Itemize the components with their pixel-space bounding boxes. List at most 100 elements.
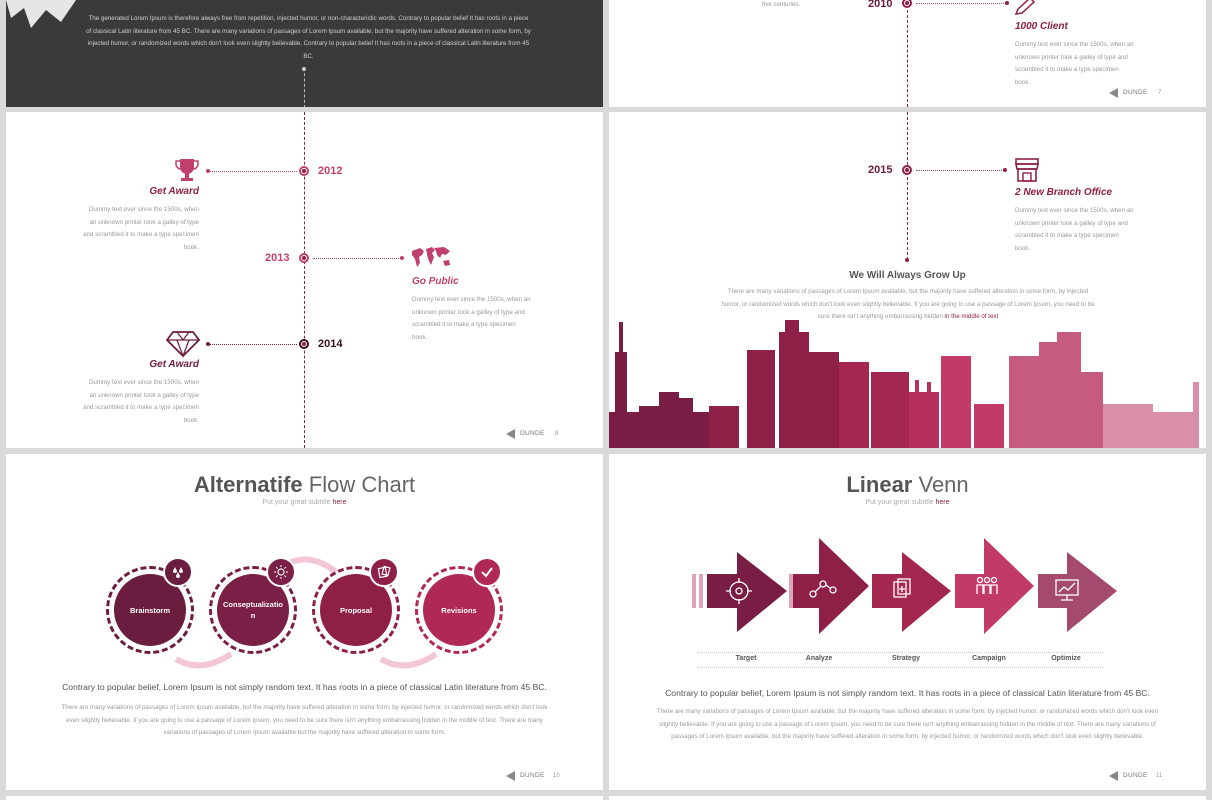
timeline-line [907, 10, 908, 107]
drops-icon [163, 557, 193, 587]
section-heading: We Will Always Grow Up [849, 270, 966, 281]
paragraph-text: There are many variations of passages of… [721, 288, 1095, 320]
body-paragraph: There are many variations of passages of… [656, 708, 1159, 740]
next-slide-edge-right [609, 796, 1206, 800]
title-bold: Linear [846, 472, 913, 497]
milestone-desc: Dummy text ever since the 1500s, when an… [83, 379, 199, 424]
milestone-desc: Dummy text ever since the 1500s, when an… [1015, 207, 1134, 252]
milestone-desc: Dummy text ever since the 1500s, when an… [1015, 41, 1134, 86]
sun-icon [266, 557, 296, 587]
connector-dot [400, 256, 404, 260]
fragment-text: five centuries. [762, 1, 801, 8]
year-label: 2014 [318, 338, 343, 350]
connector-dot [206, 342, 210, 346]
prev-arrow-icon[interactable] [506, 429, 515, 439]
timeline-end-dot [905, 258, 909, 262]
brand-label: DUNDE [1123, 89, 1148, 96]
timeline-end-dot [302, 67, 306, 71]
page-number: 10 [553, 773, 560, 779]
subtitle-link[interactable]: here [332, 499, 347, 506]
city-skyline-graphic [609, 320, 1199, 448]
connector-line [209, 344, 297, 345]
milestone-title: Get Award [149, 186, 199, 197]
timeline-node [299, 253, 309, 263]
page-number: 7 [1158, 90, 1162, 96]
body-paragraph: There are many variations of passages of… [61, 704, 548, 736]
timeline-node [902, 165, 912, 175]
flow-step-brainstorm[interactable]: Brainstorm [106, 557, 194, 654]
pencil-icon [1014, 0, 1036, 15]
subtitle-link[interactable]: here [935, 499, 950, 506]
check-icon [472, 557, 502, 587]
connector-line [916, 3, 1006, 4]
milestone-desc: Dummy text ever since the 1500s, when an… [412, 296, 531, 341]
page-number: 8 [555, 431, 559, 437]
lead-text: Contrary to popular belief, Lorem Ipsum … [62, 682, 547, 692]
slide-dark-intro[interactable]: The generated Lorem Ipsum is therefore a… [6, 0, 603, 107]
year-label: 2012 [318, 165, 343, 177]
timeline-node [299, 166, 309, 176]
flow-arrows-graphic [174, 556, 438, 669]
connector-dot [1005, 1, 1009, 5]
subtitle-text: Put your great subtitle [865, 499, 936, 506]
prev-arrow-icon[interactable] [1109, 771, 1118, 781]
slide-title: Alternatife Flow Chart [6, 472, 603, 498]
lead-text: Contrary to popular belief, Lorem Ipsum … [665, 688, 1150, 698]
next-slide-edge-left [6, 796, 603, 800]
diamond-icon [165, 331, 201, 358]
timeline-line [907, 112, 908, 260]
label-rule-bottom [697, 667, 1103, 668]
milestone-title: 1000 Client [1015, 21, 1068, 32]
title-bold: Alternatife [193, 472, 303, 497]
world-map-icon [412, 247, 450, 267]
slide-linear-venn[interactable]: Linear Venn Put your great subtitle here… [609, 454, 1206, 790]
brand-label: DUNDE [1123, 772, 1148, 779]
connector-line [916, 170, 1004, 171]
year-label: 2010 [868, 0, 893, 10]
milestone-title: Go Public [412, 276, 459, 287]
flow-step-proposal[interactable]: Proposal [312, 557, 400, 654]
slide-timeline-2012-2014[interactable]: Get Award Dummy text ever since the 1500… [6, 112, 603, 448]
year-label: 2013 [265, 252, 290, 264]
title-rest: Flow Chart [302, 472, 416, 497]
brand-label: DUNDE [520, 772, 545, 779]
milestone-title: 2 New Branch Office [1015, 187, 1113, 198]
milestone-title: Get Award [149, 359, 199, 370]
slide-flow-chart[interactable]: Alternatife Flow Chart Put your great su… [6, 454, 603, 790]
slide-subtitle: Put your great subtitle here [609, 499, 1206, 506]
venn-label-analyze: Analyze [805, 655, 833, 662]
cards-icon [369, 557, 399, 587]
timeline-line [304, 68, 305, 107]
connector-line [209, 171, 297, 172]
year-label: 2015 [868, 164, 893, 176]
subtitle-text: Put your great subtitle [262, 499, 333, 506]
venn-label-strategy: Strategy [891, 655, 920, 662]
slide-city-growth[interactable]: 2015 2 New Branch Office Dummy text ever… [609, 112, 1206, 448]
timeline-node [902, 0, 912, 8]
slide-title: Linear Venn [609, 472, 1206, 498]
venn-label-campaign: Campaign [972, 655, 1006, 662]
trophy-icon [175, 159, 199, 181]
section-paragraph: There are many variations of passages of… [719, 286, 1097, 324]
slide-subtitle: Put your great subtitle here [6, 499, 603, 506]
arrow-chain-graphic [692, 538, 1117, 634]
connector-dot [1003, 168, 1007, 172]
intro-paragraph: The generated Lorem Ipsum is therefore a… [86, 15, 531, 60]
label-rule-top [697, 652, 1103, 653]
brand-label: DUNDE [520, 430, 545, 437]
highlight-text: in the middle of text [944, 313, 999, 320]
prev-arrow-icon[interactable] [1109, 88, 1118, 98]
timeline-node [299, 339, 309, 349]
venn-label-optimize: Optimize [1051, 655, 1081, 662]
connector-line [313, 258, 401, 259]
page-number: 11 [1156, 773, 1163, 779]
flow-step-conseptualization[interactable]: Conseptualization [209, 557, 297, 654]
milestone-desc: Dummy text ever since the 1500s, when an… [83, 206, 199, 251]
title-rest: Venn [912, 472, 969, 497]
bird-shape-icon [6, 0, 76, 28]
flow-step-revisions[interactable]: Revisions [415, 557, 503, 654]
slide-timeline-2010[interactable]: five centuries. 2010 1000 Client Dummy t… [609, 0, 1206, 107]
venn-label-target: Target [735, 655, 757, 662]
timeline-line [304, 112, 305, 448]
prev-arrow-icon[interactable] [506, 771, 515, 781]
